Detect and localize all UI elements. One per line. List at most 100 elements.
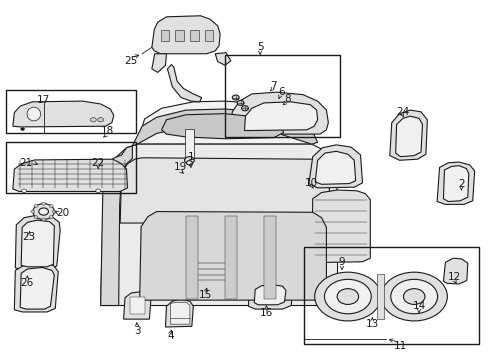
Circle shape — [41, 218, 45, 221]
Polygon shape — [244, 102, 317, 131]
Text: 18: 18 — [100, 126, 113, 136]
Text: 19: 19 — [173, 162, 186, 172]
Polygon shape — [165, 299, 193, 327]
Text: 25: 25 — [124, 56, 138, 66]
Circle shape — [403, 289, 424, 305]
Text: 26: 26 — [20, 278, 34, 288]
Text: 24: 24 — [395, 107, 408, 117]
Polygon shape — [120, 158, 330, 223]
Polygon shape — [308, 145, 362, 188]
Polygon shape — [21, 220, 54, 267]
Polygon shape — [436, 162, 474, 204]
Circle shape — [390, 279, 437, 314]
Text: 2: 2 — [457, 179, 464, 189]
Text: 21: 21 — [20, 158, 33, 168]
Polygon shape — [254, 285, 285, 305]
Circle shape — [49, 216, 53, 219]
Text: 10: 10 — [305, 178, 318, 188]
Polygon shape — [311, 190, 369, 262]
Bar — [160, 31, 169, 41]
Text: 4: 4 — [167, 331, 173, 341]
Polygon shape — [14, 263, 58, 312]
Circle shape — [33, 204, 54, 220]
Polygon shape — [170, 303, 189, 324]
Polygon shape — [101, 146, 132, 306]
Polygon shape — [123, 292, 151, 319]
Polygon shape — [224, 216, 237, 299]
Text: 6: 6 — [278, 87, 285, 97]
Polygon shape — [152, 16, 220, 54]
Polygon shape — [443, 166, 468, 202]
Polygon shape — [137, 101, 311, 144]
Bar — [184, 129, 193, 158]
Bar — [175, 31, 183, 41]
Circle shape — [314, 272, 380, 321]
Text: 7: 7 — [270, 81, 277, 91]
Polygon shape — [101, 144, 337, 306]
Circle shape — [52, 210, 56, 213]
Polygon shape — [264, 216, 276, 299]
Text: 1: 1 — [187, 152, 194, 162]
Text: 16: 16 — [259, 308, 272, 318]
Text: 5: 5 — [256, 42, 263, 52]
Polygon shape — [230, 92, 328, 134]
Text: 22: 22 — [91, 158, 104, 168]
Text: 12: 12 — [447, 272, 460, 282]
Text: 13: 13 — [365, 319, 378, 329]
Text: 14: 14 — [411, 301, 425, 311]
Circle shape — [90, 118, 96, 122]
Polygon shape — [15, 215, 60, 270]
Circle shape — [96, 189, 101, 193]
Bar — [204, 31, 213, 41]
Polygon shape — [189, 260, 230, 285]
Text: 9: 9 — [338, 257, 345, 267]
Circle shape — [20, 128, 24, 131]
Polygon shape — [140, 212, 326, 300]
Text: 11: 11 — [393, 341, 407, 351]
Bar — [224, 55, 339, 137]
Text: 3: 3 — [134, 325, 140, 336]
Circle shape — [336, 289, 358, 305]
Bar — [189, 31, 198, 41]
Polygon shape — [315, 151, 355, 184]
Circle shape — [49, 204, 53, 207]
Bar — [376, 274, 384, 319]
Circle shape — [21, 189, 26, 193]
Polygon shape — [161, 114, 283, 139]
Bar — [304, 247, 478, 344]
Circle shape — [98, 118, 103, 122]
Circle shape — [237, 100, 244, 105]
Circle shape — [241, 106, 248, 111]
Polygon shape — [395, 116, 422, 157]
Polygon shape — [167, 64, 201, 102]
Polygon shape — [152, 54, 166, 72]
Text: 23: 23 — [22, 232, 36, 242]
Polygon shape — [20, 267, 54, 309]
Circle shape — [34, 216, 38, 219]
Text: 8: 8 — [284, 94, 290, 104]
Circle shape — [184, 157, 194, 164]
Text: 20: 20 — [57, 208, 69, 218]
Polygon shape — [389, 110, 427, 160]
Bar — [5, 142, 136, 193]
Circle shape — [324, 279, 370, 314]
Polygon shape — [185, 216, 198, 299]
Text: 15: 15 — [199, 291, 212, 301]
Circle shape — [41, 202, 45, 205]
Circle shape — [39, 208, 48, 215]
Bar — [130, 297, 144, 315]
Ellipse shape — [27, 107, 41, 121]
Circle shape — [380, 272, 447, 321]
Polygon shape — [13, 101, 114, 127]
Polygon shape — [132, 109, 317, 146]
Polygon shape — [443, 258, 467, 284]
Bar — [5, 90, 136, 134]
Text: 17: 17 — [37, 95, 50, 105]
Polygon shape — [215, 53, 230, 65]
Polygon shape — [13, 159, 127, 192]
Circle shape — [31, 210, 35, 213]
Polygon shape — [248, 280, 292, 309]
Circle shape — [186, 161, 192, 165]
Circle shape — [34, 204, 38, 207]
Circle shape — [232, 95, 239, 100]
